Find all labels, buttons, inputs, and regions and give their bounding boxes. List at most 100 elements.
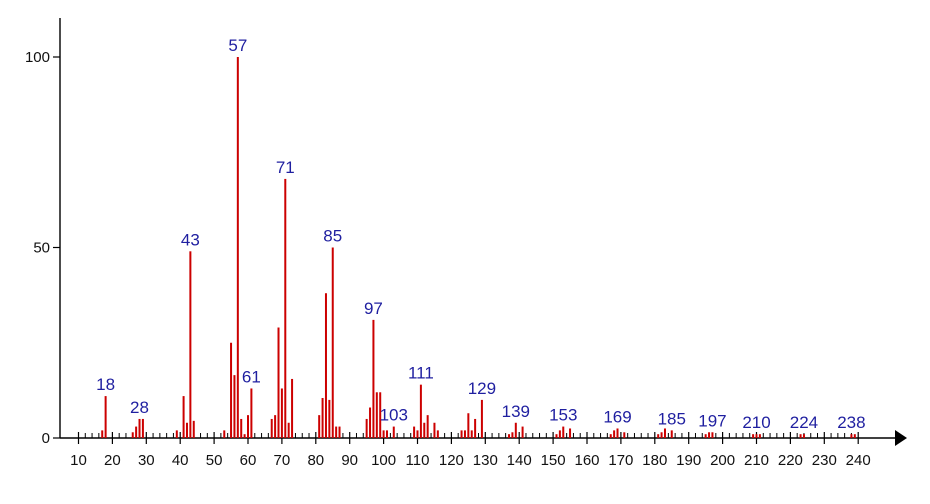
- peak-bar: [328, 399, 331, 438]
- peak-bar: [274, 415, 277, 438]
- peak-bar: [277, 327, 280, 438]
- x-tick-label: 80: [307, 452, 324, 469]
- peak-bar: [233, 375, 236, 438]
- peak-bar: [613, 430, 616, 438]
- x-tick-label: 170: [608, 452, 633, 469]
- peak-bar: [752, 434, 755, 438]
- x-tick-label: 210: [744, 452, 769, 469]
- peak-bar: [223, 430, 226, 438]
- peak-bar: [385, 430, 388, 438]
- peak-bar: [189, 251, 192, 438]
- x-tick-label: 160: [574, 452, 599, 469]
- peak-bar: [240, 418, 243, 438]
- y-tick-label: 50: [33, 240, 50, 257]
- peak-bar: [192, 420, 195, 438]
- peak-bar: [514, 422, 517, 438]
- peak-label: 139: [502, 402, 530, 421]
- peak-label: 210: [742, 413, 770, 432]
- peak-bar: [287, 422, 290, 438]
- peak-bar: [284, 178, 287, 439]
- peak-label: 103: [380, 406, 408, 425]
- x-tick-label: 110: [406, 452, 430, 469]
- x-tick-label: 60: [240, 452, 257, 469]
- peak-bar: [247, 415, 249, 438]
- peak-bar: [291, 378, 294, 438]
- x-tick-label: 230: [812, 452, 837, 469]
- x-tick-label: 120: [439, 452, 464, 469]
- peak-bar: [660, 432, 663, 438]
- peak-label: 57: [228, 36, 247, 55]
- peak-bar: [670, 430, 673, 438]
- peak-bar: [799, 434, 802, 438]
- x-tick-label: 150: [541, 452, 566, 469]
- peak-label: 18: [96, 375, 115, 394]
- peak-bar: [236, 57, 239, 438]
- peak-label: 111: [408, 364, 434, 383]
- peak-bar: [511, 432, 514, 438]
- peak-bar: [623, 432, 626, 438]
- peak-bar: [467, 413, 470, 438]
- peak-bar: [562, 426, 565, 438]
- peak-bars: [101, 57, 856, 439]
- peak-bar: [382, 430, 385, 438]
- peak-bar: [321, 397, 324, 438]
- peak-bar: [230, 342, 233, 438]
- peak-label: 129: [468, 379, 496, 398]
- y-tick-label: 100: [25, 49, 50, 66]
- peak-bar: [413, 426, 416, 438]
- x-tick-label: 190: [676, 452, 701, 469]
- peak-bar: [474, 418, 477, 438]
- peak-label: 185: [658, 409, 686, 428]
- peak-bar: [423, 422, 426, 438]
- x-tick-label: 40: [172, 452, 189, 469]
- peak-bar: [480, 399, 483, 438]
- peak-label: 238: [837, 413, 865, 432]
- peak-label: 71: [276, 158, 295, 177]
- x-tick-label: 70: [274, 452, 291, 469]
- x-tick-label: 140: [507, 452, 532, 469]
- peak-label: 197: [698, 411, 726, 430]
- peak-bar: [460, 430, 463, 438]
- peak-bar: [470, 430, 473, 438]
- peak-bar: [392, 426, 395, 438]
- peak-bar: [175, 430, 178, 438]
- peak-bar: [508, 434, 511, 438]
- peak-bar: [616, 428, 619, 438]
- peak-bar: [663, 428, 666, 438]
- peak-bar: [711, 432, 714, 438]
- peak-bar: [250, 388, 253, 438]
- peak-label: 97: [364, 299, 383, 318]
- peak-bar: [416, 430, 419, 438]
- x-tick-label: 240: [846, 452, 871, 469]
- peak-bar: [270, 418, 273, 438]
- peak-bar: [704, 434, 707, 438]
- peak-bar: [419, 384, 422, 438]
- peak-bar: [555, 434, 558, 438]
- x-tick-label: 90: [341, 452, 358, 469]
- peak-bar: [141, 418, 144, 438]
- peak-bar: [185, 422, 188, 438]
- peak-bar: [101, 430, 104, 438]
- peak-label: 169: [603, 407, 631, 426]
- y-axis: 0 50 100: [25, 18, 61, 447]
- peak-bar: [558, 430, 561, 438]
- x-tick-label: 220: [778, 452, 803, 469]
- peak-bar: [280, 388, 283, 438]
- peak-bar: [379, 392, 382, 438]
- peak-bar: [850, 434, 853, 438]
- peak-bar: [182, 396, 185, 438]
- x-tick-label: 100: [371, 452, 396, 469]
- peak-label: 224: [790, 413, 818, 432]
- peak-bar: [758, 434, 761, 438]
- peak-label: 153: [549, 406, 577, 425]
- x-tick-label: 180: [642, 452, 667, 469]
- peak-bar: [375, 392, 378, 438]
- x-tick-label: 130: [473, 452, 498, 469]
- peak-label: 28: [130, 398, 149, 417]
- peak-bar: [657, 434, 660, 438]
- peak-labels: 18 28 43 57 61 71 85 97 103 111 129 139 153 169 185 197…: [96, 36, 865, 432]
- peak-bar: [335, 426, 338, 438]
- peak-bar: [609, 434, 612, 438]
- peak-bar: [463, 430, 466, 438]
